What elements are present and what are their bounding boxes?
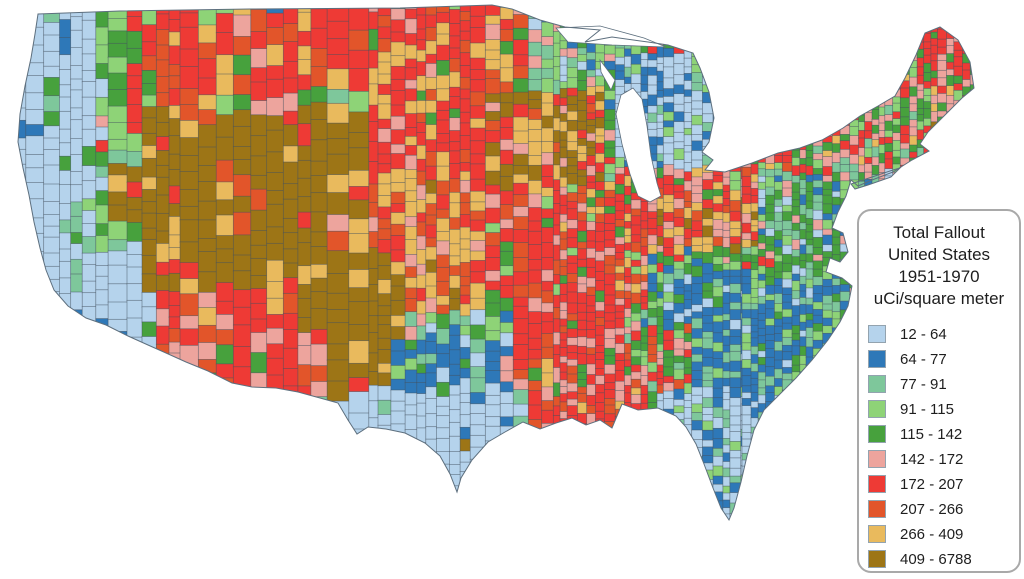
legend-item: 91 - 115 bbox=[868, 400, 1019, 418]
lake-shape bbox=[599, 58, 616, 91]
legend-item: 409 - 6788 bbox=[868, 550, 1019, 568]
legend-title-line-2: United States bbox=[887, 245, 991, 264]
legend-swatch bbox=[868, 400, 886, 418]
legend-panel: Total Fallout United States 1951-1970 uC… bbox=[857, 209, 1021, 573]
legend-swatch bbox=[868, 525, 886, 543]
legend-title-line-1: Total Fallout bbox=[893, 223, 985, 242]
legend-item: 77 - 91 bbox=[868, 375, 1019, 393]
legend-swatch bbox=[868, 425, 886, 443]
legend-label: 64 - 77 bbox=[900, 350, 947, 368]
legend-item: 142 - 172 bbox=[868, 450, 1019, 468]
legend-item: 115 - 142 bbox=[868, 425, 1019, 443]
legend-swatch bbox=[868, 500, 886, 518]
legend-swatch bbox=[868, 325, 886, 343]
legend-title: Total Fallout United States 1951-1970 uC… bbox=[859, 222, 1019, 310]
legend-item: 172 - 207 bbox=[868, 475, 1019, 493]
lake-shape bbox=[615, 87, 662, 203]
legend-item: 207 - 266 bbox=[868, 500, 1019, 518]
legend-item: 64 - 77 bbox=[868, 350, 1019, 368]
legend-swatch bbox=[868, 550, 886, 568]
legend-label: 91 - 115 bbox=[900, 400, 954, 418]
legend-label: 409 - 6788 bbox=[900, 550, 972, 568]
us-coastline bbox=[17, 4, 975, 522]
legend-item: 266 - 409 bbox=[868, 525, 1019, 543]
legend-rows: 12 - 64 64 - 77 77 - 91 91 - 115 115 - 142 14… bbox=[868, 325, 1019, 568]
legend-swatch bbox=[868, 450, 886, 468]
legend-swatch bbox=[868, 475, 886, 493]
legend-label: 172 - 207 bbox=[900, 475, 964, 493]
legend-swatch bbox=[868, 375, 886, 393]
us-coastline bbox=[850, 166, 902, 190]
legend-label: 142 - 172 bbox=[900, 450, 964, 468]
legend-label: 115 - 142 bbox=[900, 425, 963, 443]
legend-item: 12 - 64 bbox=[868, 325, 1019, 343]
legend-swatch bbox=[868, 350, 886, 368]
legend-title-line-3: 1951-1970 bbox=[898, 267, 980, 286]
legend-label: 207 - 266 bbox=[900, 500, 964, 518]
legend-label: 266 - 409 bbox=[900, 525, 964, 543]
legend-label: 12 - 64 bbox=[900, 325, 947, 343]
legend-label: 77 - 91 bbox=[900, 375, 947, 393]
lake-shape bbox=[555, 25, 667, 48]
legend-title-line-4: uCi/square meter bbox=[873, 289, 1005, 308]
